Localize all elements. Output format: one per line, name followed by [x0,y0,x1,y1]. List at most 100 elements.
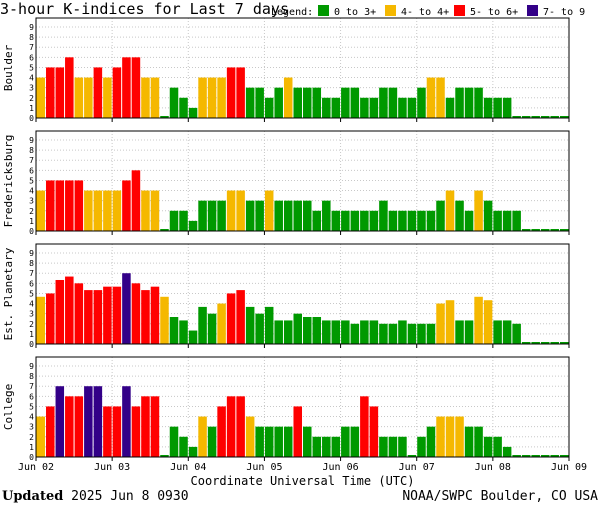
k-index-bar [283,320,293,344]
y-tick-label: 8 [29,372,34,381]
k-index-bar [493,97,502,118]
k-index-bar [369,320,379,344]
y-tick-label: 5 [29,176,34,185]
k-index-bar [103,286,112,344]
k-index-bar [426,323,436,344]
k-index-bar [369,210,379,231]
y-tick-label: 6 [29,279,34,288]
y-tick-label: 1 [29,330,34,339]
y-tick-label: 0 [29,114,34,123]
k-index-bar [445,416,455,457]
k-index-bar [464,210,474,231]
k-index-bar [122,386,131,457]
k-index-bar [55,180,65,231]
legend-swatch [454,5,465,16]
k-index-bar [46,406,55,457]
k-index-bar [502,210,512,231]
updated-label: Updated [2,489,64,504]
k-index-bar [112,286,122,344]
k-index-bar [93,67,103,118]
k-index-bar [207,200,217,231]
k-index-bar [360,320,369,344]
k-index-bar [474,87,483,118]
k-index-bar [84,386,93,457]
legend-label: Legend: [271,7,313,18]
k-index-bar [312,210,322,231]
k-index-bar [417,87,426,118]
k-index-bar [445,190,455,231]
k-index-bar [93,190,103,231]
y-tick-label: 2 [29,320,34,329]
k-index-bar [521,116,531,118]
k-index-bar [531,116,540,118]
updated-time: 2025 Jun 8 0930 [71,489,189,504]
k-index-bar [417,323,426,344]
k-index-bar [103,190,112,231]
x-tick-label: Jun 06 [323,462,359,473]
y-tick-label: 5 [29,289,34,298]
k-index-bar [65,57,74,118]
k-index-bar [350,210,360,231]
k-index-bar [521,342,531,344]
k-index-bar [150,190,160,231]
k-index-bar [188,446,198,457]
y-tick-label: 5 [29,402,34,411]
k-index-bar [46,293,55,344]
k-index-bar [141,396,150,457]
y-tick-label: 2 [29,207,34,216]
k-index-bar [322,436,331,457]
y-tick-label: 2 [29,94,34,103]
k-index-bar [188,220,198,231]
k-index-bar [350,87,360,118]
k-index-bar [540,116,550,118]
k-index-bar [331,436,341,457]
x-axis-label: Coordinate Universal Time (UTC) [191,474,415,488]
k-index-bar [217,406,226,457]
k-index-bar [407,97,417,118]
y-tick-label: 9 [29,136,34,145]
y-tick-label: 5 [29,63,34,72]
y-tick-label: 8 [29,259,34,268]
k-index-bar [464,87,474,118]
k-index-bar [245,416,255,457]
y-tick-label: 0 [29,227,34,236]
k-index-bar [303,200,312,231]
k-index-bar [512,116,521,118]
k-index-bar [417,210,426,231]
k-index-bar [369,406,379,457]
k-index-bar [502,97,512,118]
k-index-bar [274,320,283,344]
k-index-bar [312,87,322,118]
k-index-bar [255,87,264,118]
k-index-bar [141,290,150,344]
k-index-bar [550,229,559,231]
k-index-bar [474,426,483,457]
k-index-bar [426,426,436,457]
k-index-bar [226,67,236,118]
k-index-bar [350,426,360,457]
k-index-bar [55,279,65,344]
k-index-bar [369,97,379,118]
k-index-bar [483,300,493,344]
k-index-bar [131,170,141,231]
k-index-bar [322,97,331,118]
k-index-bar [388,210,398,231]
k-index-bar [198,200,207,231]
k-index-bar [65,180,74,231]
k-index-bar [103,77,112,118]
k-index-bar [455,200,464,231]
y-tick-label: 6 [29,392,34,401]
k-index-bar [303,426,312,457]
k-index-bar [207,426,217,457]
k-index-bar [65,396,74,457]
k-index-bar [84,290,93,344]
k-index-bar [274,200,283,231]
y-tick-label: 7 [29,43,34,52]
k-index-bar [207,313,217,344]
k-index-bar [122,57,131,118]
k-index-bar [93,386,103,457]
k-index-bar [236,290,245,344]
k-index-bar [550,116,559,118]
k-index-bar [169,87,179,118]
k-index-bar [559,116,569,118]
